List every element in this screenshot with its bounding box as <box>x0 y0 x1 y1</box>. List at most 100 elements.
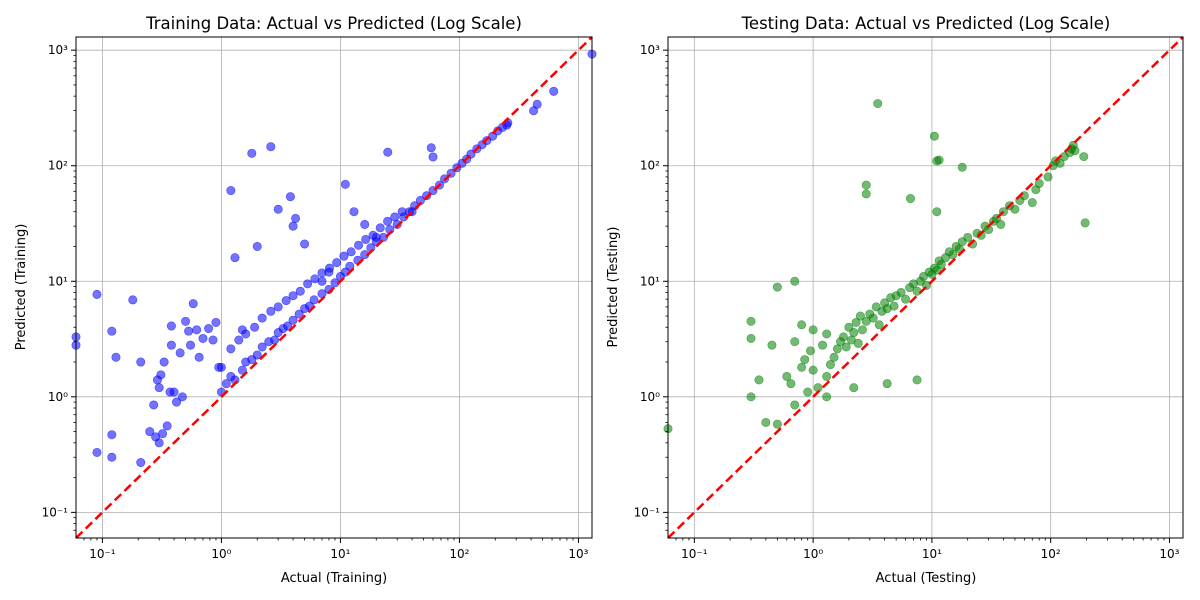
testing-data-point <box>849 383 859 393</box>
testing-plot-frame <box>667 36 1184 539</box>
testing-y-tick-label: 10² <box>640 159 660 173</box>
training-data-point <box>288 291 298 301</box>
testing-data-point <box>829 352 839 362</box>
testing-data-point <box>790 337 800 347</box>
testing-data-point <box>901 294 911 304</box>
training-y-tick-label: 10² <box>48 159 68 173</box>
testing-data-point <box>782 371 792 381</box>
testing-data-point <box>1079 152 1089 162</box>
testing-data-point <box>976 230 986 240</box>
training-data-point <box>332 258 342 268</box>
training-reference-line <box>75 36 593 539</box>
training-data-point <box>234 335 244 345</box>
training-data-point <box>346 247 356 257</box>
testing-data-point <box>803 387 813 397</box>
testing-x-tick-label: 10² <box>1041 547 1061 561</box>
testing-data-point <box>767 340 777 350</box>
testing-data-point <box>948 250 958 260</box>
training-data-point <box>166 340 176 350</box>
testing-data-point <box>1034 179 1044 189</box>
testing-data-point <box>800 355 810 365</box>
testing-data-point <box>825 360 835 370</box>
training-data-point <box>208 335 218 345</box>
testing-data-point <box>790 276 800 286</box>
training-data-point <box>175 348 185 358</box>
testing-data-point <box>936 259 946 269</box>
training-data-point <box>241 329 251 339</box>
training-data-point <box>252 350 262 360</box>
training-data-point <box>257 313 267 323</box>
testing-data-point <box>851 317 861 327</box>
training-data-point <box>257 342 267 352</box>
training-data-point <box>317 268 327 278</box>
testing-data-point <box>841 342 851 352</box>
testing-y-axis-label: Predicted (Testing) <box>606 226 621 347</box>
testing-data-point <box>957 162 967 172</box>
testing-data-point <box>790 400 800 410</box>
training-data-point <box>532 99 542 109</box>
testing-data-point <box>861 180 871 190</box>
training-data-point <box>184 326 194 336</box>
training-data-point <box>294 309 304 319</box>
training-data-point <box>177 392 187 402</box>
training-chart-title: Training Data: Actual vs Predicted (Log … <box>145 14 522 33</box>
testing-data-point <box>912 375 922 385</box>
training-x-tick-label: 10⁻¹ <box>89 547 116 561</box>
training-data-point <box>145 427 155 437</box>
training-data-point <box>188 299 198 309</box>
training-data-point <box>250 322 260 332</box>
training-data-point <box>154 438 164 448</box>
training-data-point <box>181 316 191 326</box>
testing-data-point <box>822 371 832 381</box>
training-data-point <box>285 192 295 202</box>
testing-chart-title: Testing Data: Actual vs Predicted (Log S… <box>741 14 1111 33</box>
testing-data-point <box>761 417 771 427</box>
training-plot-frame <box>75 36 593 539</box>
testing-data-point <box>818 340 828 350</box>
training-data-point <box>159 357 169 367</box>
testing-x-tick-label: 10³ <box>1159 547 1179 561</box>
training-data-point <box>149 400 159 410</box>
training-data-point <box>221 379 231 389</box>
testing-data-point <box>849 328 859 338</box>
training-data-point <box>111 352 121 362</box>
testing-data-point <box>932 207 942 217</box>
training-data-point <box>237 365 247 375</box>
training-data-point <box>128 295 138 305</box>
training-data-point <box>158 429 168 439</box>
testing-y-tick-label: 10³ <box>640 43 660 57</box>
testing-data-point <box>808 365 818 375</box>
training-data-point <box>252 241 262 251</box>
training-data-point <box>107 430 117 440</box>
training-data-point <box>368 230 378 240</box>
testing-x-axis-label: Actual (Testing) <box>876 571 977 586</box>
testing-data-point <box>929 131 939 141</box>
training-data-point <box>192 325 202 335</box>
testing-data-point <box>838 332 848 342</box>
testing-data-point <box>874 320 884 330</box>
testing-y-tick-label: 10¹ <box>640 274 660 288</box>
training-data-point <box>247 148 257 158</box>
testing-data-point <box>786 379 796 389</box>
training-data-point <box>107 452 117 462</box>
training-data-point <box>426 143 436 153</box>
training-data-point <box>273 302 283 312</box>
testing-y-tick-label: 10⁻¹ <box>634 505 661 519</box>
training-data-point <box>360 219 370 229</box>
training-data-point <box>162 421 172 431</box>
testing-data-point <box>797 320 807 330</box>
training-data-point <box>422 191 432 201</box>
testing-data-point <box>963 232 973 242</box>
testing-data-point <box>772 282 782 292</box>
training-x-tick-label: 10¹ <box>330 547 350 561</box>
training-data-point <box>273 204 283 214</box>
testing-x-tick-label: 10¹ <box>922 547 942 561</box>
training-data-point <box>300 239 310 249</box>
training-data-point <box>92 289 102 299</box>
training-data-point <box>303 279 313 289</box>
training-data-point <box>428 152 438 162</box>
testing-data-point <box>1027 198 1037 208</box>
training-data-point <box>281 296 291 306</box>
training-data-point <box>154 383 164 393</box>
testing-data-point <box>754 375 764 385</box>
